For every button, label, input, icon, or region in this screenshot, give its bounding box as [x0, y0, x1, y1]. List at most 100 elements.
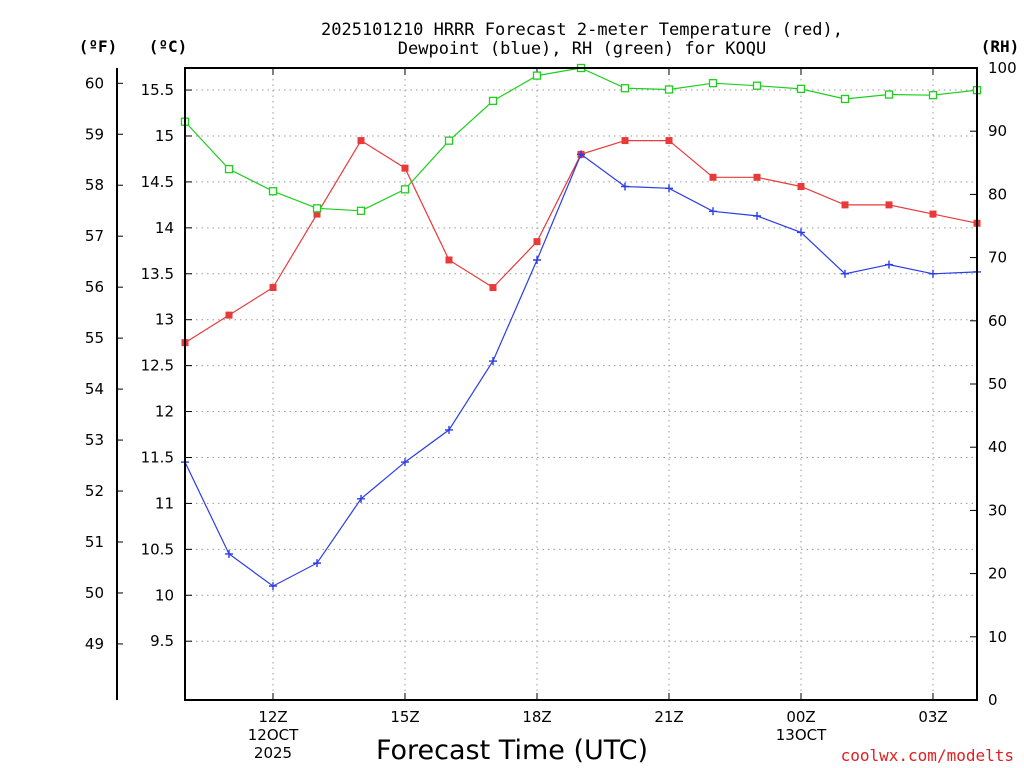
- rh-point: [708, 79, 718, 88]
- fahrenheit-tick-label: 58: [85, 176, 104, 194]
- celsius-tick-label: 12: [155, 403, 174, 421]
- temperature-point: [929, 210, 937, 218]
- rh-point: [268, 187, 278, 196]
- dewpoint-point: [577, 150, 585, 159]
- rh-point: [400, 185, 410, 194]
- dewpoint-point: [797, 228, 805, 237]
- fahrenheit-tick-label: 55: [85, 329, 104, 347]
- dewpoint-point: [269, 582, 277, 591]
- temperature-line: [184, 139, 978, 344]
- dewpoint-point: [489, 357, 497, 366]
- rh-point: [224, 164, 234, 174]
- rh-point: [312, 204, 322, 213]
- celsius-tick-label: 12.5: [141, 357, 174, 375]
- fahrenheit-tick-label: 52: [85, 482, 104, 500]
- dewpoint-point: [401, 458, 409, 467]
- rh-tick-label: 80: [988, 185, 1007, 203]
- dewpoint-point: [841, 269, 849, 278]
- rh-tick-label: 50: [988, 375, 1007, 393]
- grid-lines: [185, 68, 977, 700]
- rh-point: [664, 85, 674, 94]
- rh-point: [444, 136, 454, 145]
- dewpoint-point: [665, 184, 673, 193]
- rh-tick-label: 100: [988, 59, 1017, 77]
- temperature-point: [753, 173, 761, 181]
- dewpoint-point: [313, 559, 321, 568]
- rh-tick-label: 70: [988, 249, 1007, 267]
- celsius-unit-label: (ºC): [149, 37, 188, 56]
- fahrenheit-tick-label: 59: [85, 125, 104, 143]
- temperature-point: [313, 210, 321, 218]
- fahrenheit-tick-label: 56: [85, 278, 104, 296]
- x-tick-label: 15Z: [390, 708, 419, 726]
- temperature-point: [401, 164, 409, 172]
- fahrenheit-tick-label: 54: [85, 380, 104, 398]
- temperature-point: [533, 238, 541, 246]
- dewpoint-point: [929, 269, 937, 278]
- celsius-tick-label: 15: [155, 127, 174, 145]
- x-tick-label: 00Z: [786, 708, 815, 726]
- x-tick-label: 12Z: [258, 708, 287, 726]
- rh-point: [928, 91, 938, 100]
- temperature-point: [489, 284, 497, 292]
- chart-title: 2025101210 HRRR Forecast 2-meter Tempera…: [321, 20, 843, 40]
- temperature-point: [841, 201, 849, 209]
- celsius-tick-label: 13.5: [141, 265, 174, 283]
- fahrenheit-tick-label: 49: [85, 635, 104, 653]
- fahrenheit-tick-label: 57: [85, 227, 104, 245]
- fahrenheit-tick-label: 50: [85, 584, 104, 602]
- rh-point: [620, 84, 630, 93]
- celsius-tick-label: 11: [155, 494, 174, 512]
- dewpoint-point: [885, 260, 893, 269]
- x-tick-label: 2025: [254, 744, 292, 762]
- celsius-tick-label: 9.5: [150, 632, 174, 650]
- x-axis-label: Forecast Time (UTC): [376, 735, 648, 766]
- plot-frame: [184, 67, 978, 701]
- temperature-point: [357, 137, 365, 145]
- temperature-point: [885, 201, 893, 209]
- rh-point: [884, 90, 894, 99]
- temperature-point: [225, 311, 233, 319]
- fahrenheit-tick-label: 60: [85, 74, 104, 92]
- rh-series: [180, 63, 982, 215]
- x-tick-label: 03Z: [918, 708, 947, 726]
- data-series: [180, 63, 982, 591]
- rh-tick-label: 0: [988, 691, 998, 709]
- temperature-series: [181, 137, 981, 347]
- temperature-point: [445, 256, 453, 264]
- temperature-point: [621, 137, 629, 145]
- rh-tick-label: 10: [988, 628, 1007, 646]
- fahrenheit-tick-label: 51: [85, 533, 104, 551]
- rh-tick-label: 90: [988, 122, 1007, 140]
- x-tick-label: 21Z: [654, 708, 683, 726]
- rh-tick-label: 30: [988, 501, 1007, 519]
- fahrenheit-unit-label: (ºF): [79, 37, 118, 56]
- dewpoint-series: [181, 150, 981, 591]
- rh-point: [752, 81, 762, 90]
- x-tick-label: 12OCT: [248, 726, 299, 744]
- x-tick-label: 18Z: [522, 708, 551, 726]
- celsius-tick-label: 14: [155, 219, 174, 237]
- rh-line: [184, 67, 978, 212]
- rh-tick-label: 60: [988, 312, 1007, 330]
- dewpoint-point: [709, 207, 717, 216]
- dewpoint-point: [445, 425, 453, 434]
- rh-point: [532, 71, 542, 80]
- rh-point: [356, 206, 366, 215]
- temperature-point: [269, 284, 277, 292]
- celsius-tick-label: 15.5: [141, 81, 174, 99]
- dewpoint-line: [184, 153, 978, 587]
- chart-subtitle: Dewpoint (blue), RH (green) for KOQU: [398, 39, 766, 59]
- x-tick-label: 13OCT: [776, 726, 827, 744]
- source-credit: coolwx.com/modelts: [841, 746, 1014, 765]
- celsius-tick-label: 11.5: [141, 448, 174, 466]
- temperature-point: [665, 137, 673, 145]
- dewpoint-point: [753, 211, 761, 220]
- celsius-tick-label: 10.5: [141, 540, 174, 558]
- temperature-point: [797, 183, 805, 190]
- rh-point: [488, 96, 498, 106]
- celsius-tick-label: 14.5: [141, 173, 174, 191]
- temperature-point: [709, 173, 717, 181]
